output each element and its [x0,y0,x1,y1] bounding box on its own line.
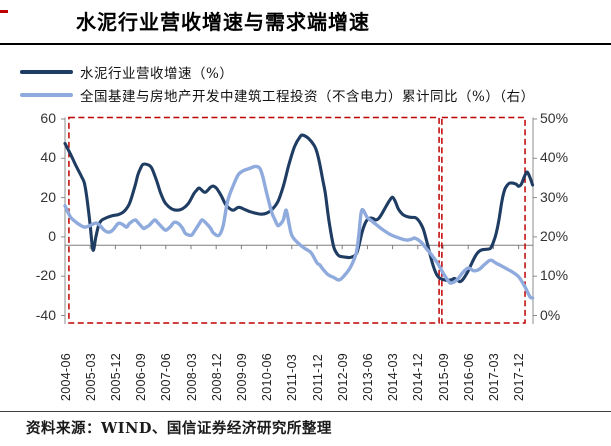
x-axis-label: 2008-03 [184,353,199,401]
left-axis-tick-label: -20 [35,267,56,284]
legend-item-construction-investment: 全国基建与房地产开发中建筑工程投资（不含电力）累计同比（%）（右） [20,83,535,106]
right-axis-tick-label: 30% [540,188,569,205]
x-axis-label: 2013-06 [360,353,375,401]
series-line-construction-investment [63,164,535,300]
legend-label: 水泥行业营收增速（%） [80,65,234,82]
x-axis-label: 2011-12 [310,353,325,401]
left-axis-tick-label: -40 [35,306,56,323]
highlight-box [68,116,440,324]
left-axis-tick-label: 40 [40,149,56,166]
x-axis-label: 2016-06 [461,353,476,401]
left-axis-tick-label: 60 [40,110,56,126]
x-axis-label: 2006-09 [134,353,149,401]
x-axis-label: 2010-06 [260,353,275,401]
right-axis-tick-label: 50% [540,110,569,126]
legend-swatch-light-line [20,92,73,97]
x-axis-label: 2017-03 [486,353,501,401]
x-axis-label: 2011-03 [285,353,300,401]
x-axis-label: 2017-12 [512,353,527,401]
legend-label: 全国基建与房地产开发中建筑工程投资（不含电力）累计同比（%）（右） [80,88,535,105]
right-axis-tick-label: 10% [540,267,569,284]
chart-title: 水泥行业营收增速与需求端增速 [76,10,370,34]
x-axis-label: 2009-09 [234,353,249,401]
x-axis-label: 2014-03 [386,353,401,401]
x-axis-label: 2007-06 [159,353,174,401]
x-axis-label: 2005-12 [108,353,123,401]
left-axis-tick-label: 20 [40,188,56,205]
highlight-box [441,116,526,324]
x-axis-label: 2005-03 [83,353,98,401]
series-line-cement-revenue [63,133,535,284]
legend-swatch-dark-line [20,69,73,74]
x-axis-label: 2012-09 [335,353,350,401]
left-axis-tick-label: 0 [48,227,56,244]
x-axis-label: 2014-12 [411,353,426,401]
x-axis-label: 2015-09 [436,353,451,401]
chart-legend: 水泥行业营收增速（%） 全国基建与房地产开发中建筑工程投资（不含电力）累计同比（… [20,60,535,106]
right-axis-tick-label: 0% [540,306,561,323]
right-axis-tick-label: 40% [540,149,569,166]
x-axis-label: 2008-12 [209,353,224,401]
source-note: 资料来源：WIND、国信证券经济研究所整理 [26,420,332,437]
red-corner-marker [0,10,8,13]
footer-divider [0,411,611,412]
title-divider [0,43,611,45]
x-axis-label: 2004-06 [58,353,73,401]
legend-item-cement-revenue: 水泥行业营收增速（%） [20,60,535,83]
right-axis-tick-label: 20% [540,227,569,244]
